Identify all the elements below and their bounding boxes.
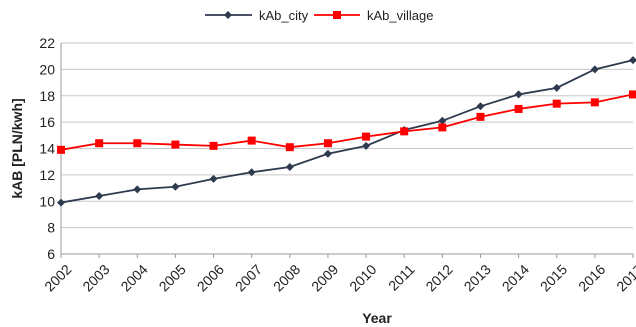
y-tick-label-8: 8 [47, 220, 55, 236]
legend-marker-kab-city [224, 11, 232, 19]
y-tick-label-12: 12 [39, 167, 55, 183]
point-kab-city-2010 [362, 141, 371, 150]
point-kab-village-2012 [438, 123, 447, 132]
y-tick-label-10: 10 [39, 193, 55, 209]
point-kab-village-2015 [552, 99, 561, 108]
y-tick-label-6: 6 [47, 246, 55, 262]
point-kab-city-2017 [629, 56, 636, 65]
point-kab-city-2008 [285, 162, 294, 171]
legend-label-kab-city: kAb_city [259, 8, 309, 23]
point-kab-village-2011 [400, 127, 409, 136]
point-kab-city-2002 [57, 198, 65, 207]
point-kab-city-2016 [590, 65, 599, 74]
point-kab-village-2005 [171, 140, 180, 149]
series-line-kab-city [60, 59, 634, 204]
y-tick-label-14: 14 [39, 141, 55, 157]
x-tick-label-2010: 2010 [346, 261, 379, 294]
legend: kAb_city kAb_village [205, 8, 434, 23]
x-tick-label-2004: 2004 [117, 261, 150, 294]
series-kab-village [57, 90, 636, 154]
legend-marker-kab-village [333, 11, 341, 19]
y-tick-label-18: 18 [39, 88, 55, 104]
point-kab-city-2007 [247, 168, 256, 177]
x-tick-label-2012: 2012 [422, 261, 455, 294]
x-tick-label-2017: 2017 [613, 261, 636, 294]
point-kab-city-2015 [552, 83, 561, 92]
x-tick-label-2006: 2006 [194, 261, 227, 294]
x-tick-label-2015: 2015 [537, 261, 570, 294]
x-tick-label-2008: 2008 [270, 261, 303, 294]
point-kab-village-2014 [514, 104, 523, 113]
x-tick-label-2013: 2013 [461, 261, 494, 294]
point-kab-village-2017 [629, 90, 636, 99]
legend-item-kab-city: kAb_city [205, 8, 309, 23]
series-line-kab-village [60, 93, 634, 151]
point-kab-village-2008 [285, 143, 294, 152]
point-kab-village-2006 [209, 141, 218, 150]
point-kab-city-2012 [438, 116, 447, 125]
x-tick-label-2005: 2005 [156, 261, 189, 294]
y-tick-label-22: 22 [39, 35, 55, 51]
x-tick-label-2002: 2002 [41, 261, 74, 294]
point-kab-city-2005 [171, 182, 180, 191]
x-tick-label-2003: 2003 [79, 261, 112, 294]
legend-item-kab-village: kAb_village [314, 8, 434, 23]
y-tick-label-16: 16 [39, 114, 55, 130]
x-tick-label-2011: 2011 [385, 261, 418, 294]
x-tick-label-2007: 2007 [232, 261, 265, 294]
point-kab-village-2007 [247, 136, 256, 145]
series-kab-city [57, 56, 636, 207]
point-kab-village-2002 [57, 145, 65, 154]
point-kab-village-2016 [590, 98, 599, 107]
y-tick-label-20: 20 [39, 61, 55, 77]
point-kab-city-2014 [514, 90, 523, 99]
x-axis-label: Year [362, 310, 392, 326]
point-kab-city-2006 [209, 174, 218, 183]
legend-label-kab-village: kAb_village [367, 8, 434, 23]
x-tick-label-2009: 2009 [308, 261, 341, 294]
point-kab-village-2004 [133, 139, 142, 148]
gridlines [61, 42, 633, 255]
point-kab-village-2010 [362, 132, 371, 141]
point-kab-city-2003 [95, 191, 104, 200]
x-tick-label-2014: 2014 [499, 261, 532, 294]
point-kab-city-2009 [323, 149, 332, 158]
point-kab-city-2004 [133, 185, 142, 194]
y-axis-label: kAB [PLN/kwh] [9, 98, 25, 198]
point-kab-village-2013 [476, 112, 485, 121]
x-tick-labels: 2002 2003 2004 2005 2006 2007 2008 2009 2010 2011… [41, 261, 636, 294]
y-tick-labels: 6 8 10 12 14 16 18 20 22 [39, 35, 55, 262]
x-tick-label-2016: 2016 [575, 261, 608, 294]
point-kab-village-2003 [95, 139, 104, 148]
series-group [57, 56, 636, 207]
point-kab-village-2009 [323, 139, 332, 148]
point-kab-city-2013 [476, 102, 485, 111]
